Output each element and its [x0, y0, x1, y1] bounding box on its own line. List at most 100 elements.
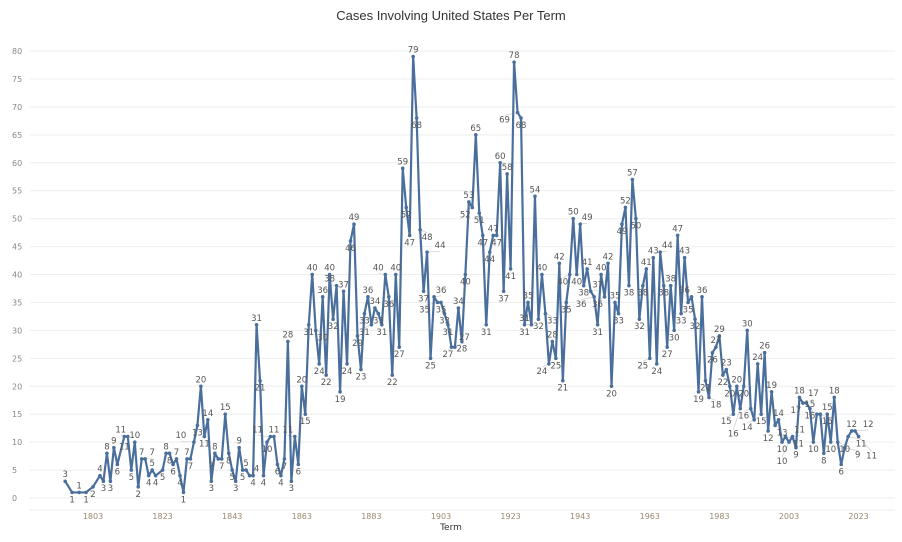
data-label: 20 — [724, 389, 735, 399]
data-label: 7 — [282, 462, 287, 472]
data-label: 25 — [425, 361, 436, 371]
data-point — [313, 328, 318, 333]
data-label: 4 — [177, 479, 182, 489]
data-point — [637, 317, 642, 322]
data-point — [143, 457, 147, 461]
data-point — [822, 451, 826, 456]
data-label: 8 — [821, 456, 826, 466]
data-point — [533, 194, 537, 199]
data-point — [233, 479, 238, 484]
data-point — [105, 451, 109, 456]
data-point — [825, 412, 830, 416]
data-point — [286, 339, 290, 344]
data-point — [832, 395, 837, 400]
data-point — [606, 261, 610, 266]
data-point — [769, 390, 774, 394]
data-point — [223, 412, 228, 416]
data-label: 36 — [679, 286, 690, 296]
data-point — [230, 468, 234, 472]
data-label: 47 — [477, 238, 488, 248]
data-point — [724, 367, 729, 372]
data-point — [63, 479, 67, 484]
label-leader-line — [858, 436, 872, 452]
data-label: 43 — [648, 247, 659, 257]
data-label: 50 — [568, 208, 579, 218]
data-label: 24 — [314, 367, 325, 377]
data-label: 30 — [669, 333, 680, 343]
data-label: 22 — [717, 378, 728, 388]
data-label: 8 — [167, 456, 172, 466]
data-point — [491, 233, 496, 238]
data-point — [84, 490, 88, 495]
data-point — [557, 261, 562, 266]
label-leader-line — [732, 408, 741, 430]
data-label: 53 — [463, 191, 474, 201]
data-point — [842, 445, 847, 450]
data-point — [397, 345, 402, 349]
data-label: 21 — [557, 384, 568, 394]
data-label: 42 — [554, 252, 565, 262]
data-label: 3 — [62, 470, 67, 480]
data-label: 3 — [209, 484, 214, 494]
x-tick-label: 1923 — [500, 512, 520, 521]
data-label: 31 — [303, 328, 314, 338]
data-point — [644, 267, 649, 271]
y-tick-label: 30 — [12, 326, 22, 335]
data-label: 12 — [863, 420, 874, 430]
data-label: 32 — [690, 322, 701, 332]
data-label: 2 — [136, 490, 141, 500]
data-label: 5 — [240, 473, 245, 483]
data-point — [112, 445, 116, 450]
data-point — [717, 334, 722, 338]
x-tick-label: 1843 — [222, 512, 242, 521]
data-point — [470, 205, 475, 210]
data-label: 7 — [184, 448, 189, 458]
x-tick-label: 1863 — [292, 512, 312, 521]
data-point — [752, 417, 756, 422]
data-point — [192, 440, 196, 444]
data-label: 44 — [484, 255, 495, 265]
data-point — [707, 395, 711, 400]
data-point — [171, 462, 175, 467]
data-point — [790, 434, 795, 439]
data-label: 6 — [275, 467, 280, 477]
data-label: 31 — [376, 328, 387, 338]
label-leader-line — [257, 435, 271, 437]
data-point — [776, 417, 781, 422]
data-point — [721, 373, 725, 377]
data-point — [317, 362, 322, 366]
data-point — [442, 311, 447, 316]
data-label: 7 — [188, 462, 193, 472]
data-point — [547, 362, 551, 366]
data-label: 37 — [498, 294, 509, 304]
data-label: 1 — [69, 495, 74, 505]
y-tick-label: 40 — [12, 271, 22, 280]
data-label: 36 — [317, 286, 328, 296]
data-label: 33 — [359, 317, 370, 327]
data-point — [654, 362, 659, 366]
data-point — [303, 412, 308, 416]
data-point — [693, 317, 697, 322]
data-point — [219, 457, 224, 461]
data-label: 36 — [697, 286, 708, 296]
data-point — [773, 423, 777, 428]
data-point — [630, 177, 635, 182]
data-label: 28 — [547, 331, 558, 341]
data-label: 50 — [630, 222, 641, 232]
data-label: 7 — [209, 462, 214, 472]
data-point — [387, 295, 391, 299]
data-label: 6 — [115, 467, 120, 477]
data-point — [728, 384, 732, 389]
data-label: 33 — [547, 317, 558, 327]
data-label: 69 — [499, 115, 510, 125]
data-label: 46 — [345, 244, 356, 254]
data-label: 15 — [300, 417, 311, 427]
data-label: 34 — [453, 297, 464, 307]
data-point — [741, 384, 746, 389]
data-point — [254, 322, 259, 327]
data-point — [679, 311, 683, 316]
data-label: 20 — [195, 375, 206, 385]
label-leader-line — [844, 447, 858, 452]
x-axis-label: Term — [440, 523, 462, 533]
data-point — [738, 406, 743, 411]
